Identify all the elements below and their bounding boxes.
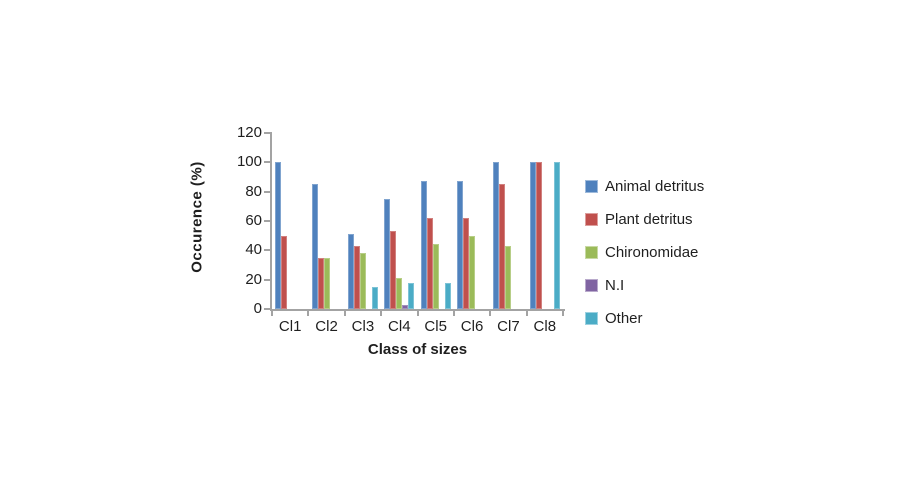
bar-group-cl2 bbox=[308, 133, 344, 309]
bar-animal-detritus-cl3 bbox=[347, 234, 354, 309]
y-tick-mark bbox=[264, 132, 270, 134]
legend-label: Chironomidae bbox=[605, 243, 699, 261]
y-tick-mark bbox=[264, 220, 270, 222]
legend-label: Other bbox=[605, 309, 643, 327]
legend-swatch-icon bbox=[585, 212, 598, 226]
y-tick-label: 0 bbox=[253, 300, 262, 317]
y-tick-label: 40 bbox=[245, 241, 262, 259]
legend-swatch-icon bbox=[585, 179, 598, 193]
plot-area bbox=[272, 133, 563, 309]
y-tick-label: 20 bbox=[245, 270, 262, 288]
bar-chironomidae-cl2 bbox=[323, 257, 330, 309]
legend-label: Animal detritus bbox=[605, 177, 705, 195]
bar-animal-detritus-cl4 bbox=[384, 199, 391, 309]
bar-other-cl4 bbox=[408, 282, 415, 309]
bar-animal-detritus-cl5 bbox=[420, 181, 427, 309]
y-tick-label: 80 bbox=[245, 182, 262, 200]
legend: Animal detritus Plant detritus Chironomida… bbox=[585, 176, 704, 328]
bar-chironomidae-cl7 bbox=[505, 245, 512, 309]
legend-swatch-icon bbox=[585, 278, 598, 292]
x-tick-label: Cl7 bbox=[497, 318, 520, 335]
bar-animal-detritus-cl8 bbox=[529, 162, 536, 309]
x-tick-label: Cl5 bbox=[424, 318, 447, 335]
bar-other-cl5 bbox=[444, 282, 451, 309]
x-tick-mark bbox=[489, 309, 492, 316]
bar-plant-detritus-cl5 bbox=[426, 218, 433, 309]
bar-group-cl3 bbox=[345, 133, 381, 309]
x-tick-mark bbox=[416, 309, 419, 316]
y-tick-label: 120 bbox=[236, 124, 262, 141]
legend-label: N.I bbox=[605, 276, 625, 294]
x-tick-label: Cl4 bbox=[388, 318, 411, 335]
bar-plant-detritus-cl1 bbox=[281, 235, 288, 309]
legend-item-animal-detritus: Animal detritus bbox=[585, 176, 704, 196]
bar-animal-detritus-cl6 bbox=[457, 181, 464, 309]
bar-plant-detritus-cl4 bbox=[390, 231, 397, 309]
x-tick-mark bbox=[343, 309, 346, 316]
bar-plant-detritus-cl7 bbox=[499, 184, 506, 309]
bar-group-cl4 bbox=[381, 133, 417, 309]
bar-group-cl8 bbox=[527, 133, 563, 309]
x-tick-label: Cl8 bbox=[533, 318, 557, 335]
bar-plant-detritus-cl2 bbox=[317, 257, 324, 309]
y-tick-mark bbox=[264, 308, 270, 310]
x-tick-mark bbox=[452, 309, 455, 316]
legend-swatch-icon bbox=[585, 311, 598, 325]
bar-other-cl3 bbox=[371, 287, 378, 309]
bar-other-cl8 bbox=[553, 162, 560, 309]
x-tick-mark bbox=[307, 309, 310, 316]
y-tick-mark bbox=[264, 161, 270, 164]
bar-group-cl5 bbox=[418, 133, 454, 309]
bar-plant-detritus-cl6 bbox=[463, 218, 470, 309]
x-tick-label: Cl6 bbox=[460, 318, 484, 335]
x-tick-label: Cl3 bbox=[351, 318, 375, 335]
bar-plant-detritus-cl3 bbox=[353, 245, 360, 309]
x-axis-labels: Cl1 Cl2 Cl3 Cl4 Cl5 Cl6 Cl7 Cl8 bbox=[272, 318, 563, 335]
bar-animal-detritus-cl1 bbox=[275, 162, 282, 309]
bar-n-i-cl4 bbox=[402, 304, 409, 309]
y-tick-label: 100 bbox=[236, 153, 262, 171]
x-tick-mark bbox=[380, 309, 383, 316]
y-tick-mark bbox=[264, 278, 270, 281]
legend-item-chironomidae: Chironomidae bbox=[585, 242, 704, 262]
legend-item-n-i: N.I bbox=[585, 275, 704, 295]
bar-plant-detritus-cl8 bbox=[535, 162, 542, 309]
y-tick-mark bbox=[264, 249, 270, 252]
bar-animal-detritus-cl2 bbox=[311, 184, 318, 309]
bar-chironomidae-cl5 bbox=[432, 244, 439, 309]
y-tick-label: 60 bbox=[245, 212, 262, 229]
bar-group-cl7 bbox=[490, 133, 526, 309]
legend-item-other: Other bbox=[585, 308, 704, 328]
x-tick-mark bbox=[271, 309, 273, 316]
legend-swatch-icon bbox=[585, 245, 598, 259]
x-tick-label: Cl2 bbox=[315, 318, 338, 335]
legend-item-plant-detritus: Plant detritus bbox=[585, 209, 704, 229]
x-tick-label: Cl1 bbox=[278, 318, 302, 335]
bar-group-cl6 bbox=[454, 133, 490, 309]
y-axis-line bbox=[270, 132, 272, 311]
legend-label: Plant detritus bbox=[605, 210, 693, 228]
x-tick-mark bbox=[562, 309, 564, 316]
bar-chironomidae-cl3 bbox=[359, 253, 366, 309]
y-tick-mark bbox=[264, 190, 270, 193]
bar-animal-detritus-cl7 bbox=[493, 162, 500, 309]
bar-chironomidae-cl6 bbox=[469, 235, 476, 309]
x-axis-title: Class of sizes bbox=[367, 341, 468, 358]
y-axis-title: Occurence (%) bbox=[188, 161, 206, 273]
bar-chironomidae-cl4 bbox=[396, 278, 403, 309]
bar-group-cl1 bbox=[272, 133, 308, 309]
x-tick-mark bbox=[525, 309, 528, 316]
